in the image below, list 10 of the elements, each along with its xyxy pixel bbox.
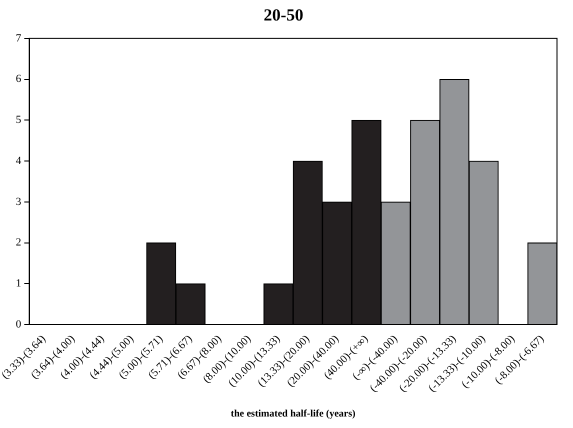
y-tick-label: 4 [16, 154, 22, 167]
y-tick-label: 6 [16, 73, 22, 86]
y-tick-label: 5 [16, 114, 22, 126]
y-tick-label: 0 [16, 318, 22, 330]
y-tick-label: 3 [16, 196, 22, 208]
y-tick-label: 2 [16, 236, 22, 249]
chart-title: 20-50 [264, 6, 304, 25]
y-tick-label: 1 [16, 278, 22, 290]
y-tick-label: 7 [16, 32, 22, 44]
x-axis-title: the estimated half-life (years) [230, 408, 356, 420]
